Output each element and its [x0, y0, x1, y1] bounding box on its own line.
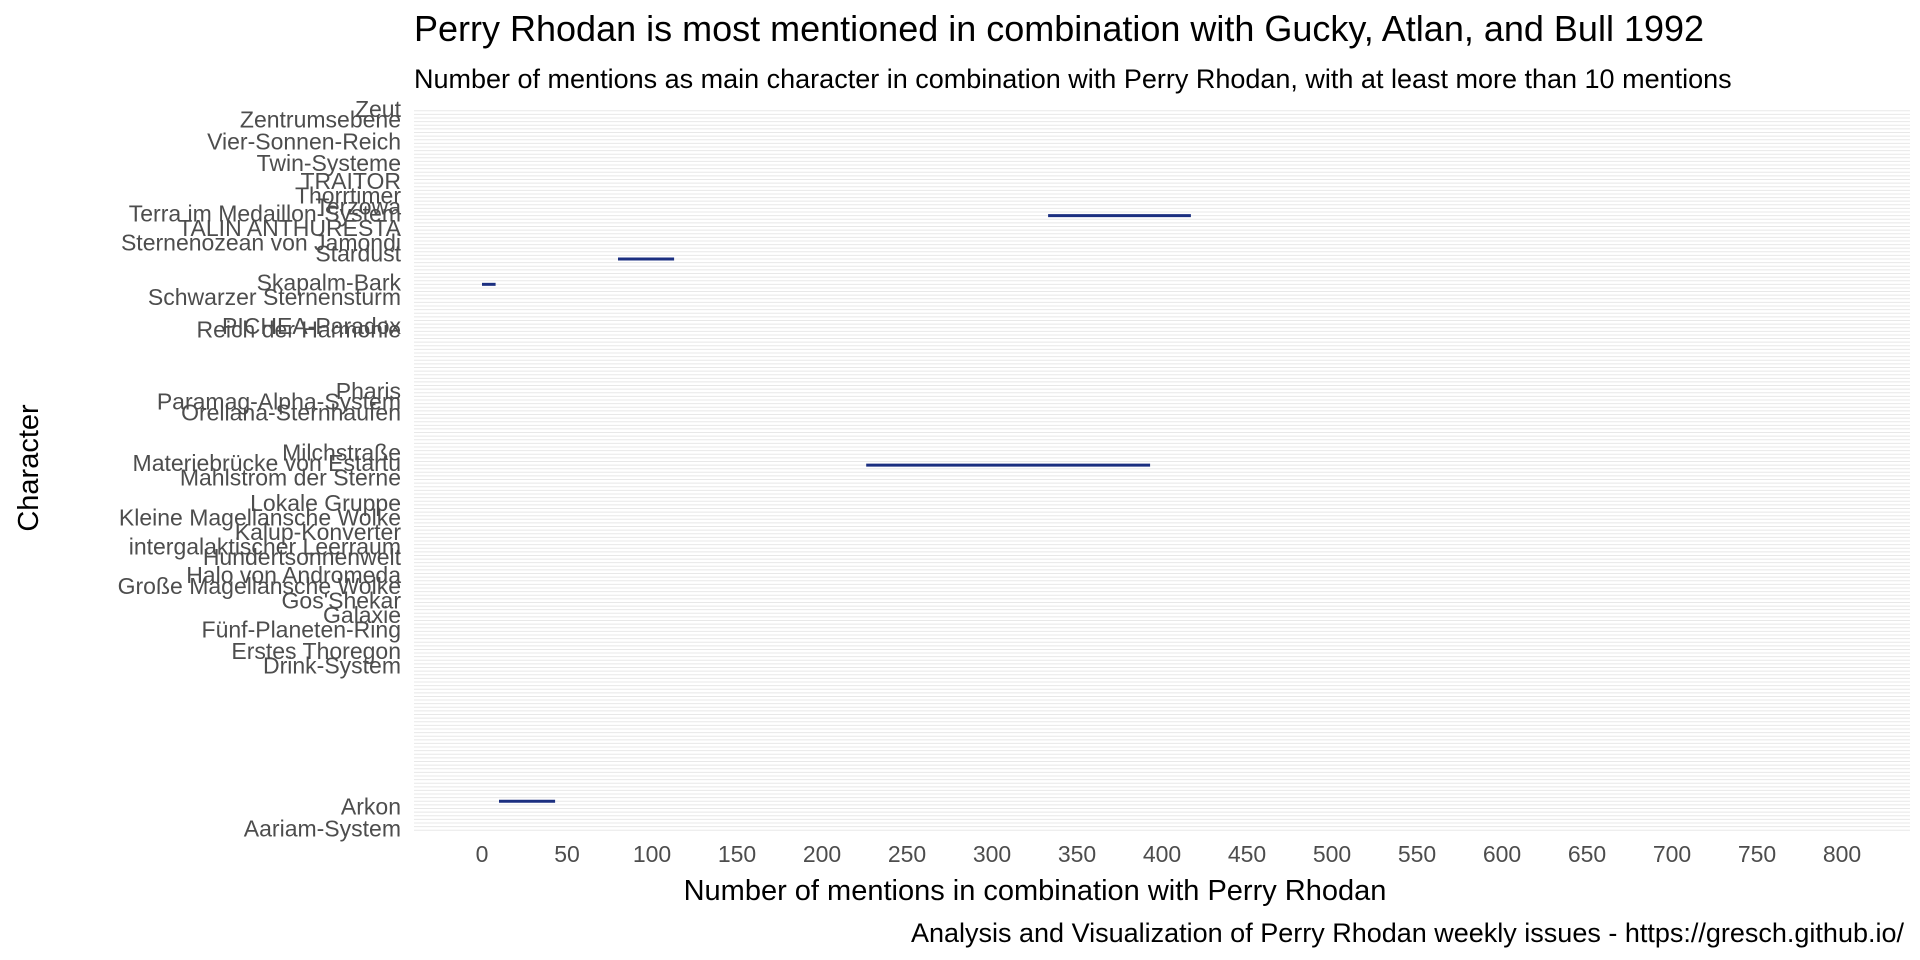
y-tick-label: Pharis [336, 378, 401, 404]
y-tick-label: Gos'Shekar [282, 588, 402, 614]
y-tick-label: Zeut [355, 96, 402, 122]
x-tick-label: 800 [1823, 841, 1861, 867]
y-tick-label: TRAITOR [300, 168, 401, 194]
chart-title: Perry Rhodan is most mentioned in combin… [414, 8, 1705, 49]
y-tick-label: Twin-Systeme [257, 150, 401, 176]
y-tick-label: Lokale Gruppe [250, 490, 401, 516]
x-tick-label: 600 [1483, 841, 1521, 867]
y-tick-label: Zentrumsebene [240, 107, 401, 133]
y-tick-label: Vier-Sonnen-Reich [207, 128, 401, 154]
y-tick-label: Erstes Thoregon [231, 638, 401, 664]
y-tick-label: Arkon [341, 794, 401, 820]
y-tick-label: Materiebrücke von Estartu [133, 450, 401, 476]
y-tick-label: Kleine Magellansche Wolke [119, 504, 401, 530]
x-tick-label: 450 [1228, 841, 1266, 867]
x-tick-label: 100 [633, 841, 671, 867]
bars [482, 214, 1191, 803]
y-tick-label: intergalaktischer Leerraum [129, 533, 401, 559]
y-tick-label: Fünf-Planeten-Ring [202, 616, 401, 642]
y-tick-label: Stardust [315, 240, 401, 266]
x-tick-label: 50 [554, 841, 580, 867]
chart-subtitle: Number of mentions as main character in … [414, 64, 1732, 94]
x-tick-label: 700 [1653, 841, 1691, 867]
y-tick-label: Terra im Medaillon-System [129, 201, 401, 227]
y-tick-label: Terzowa [315, 193, 401, 219]
gridlines [414, 110, 1910, 831]
x-tick-label: 500 [1313, 841, 1351, 867]
y-tick-label: Große Magellansche Wolke [118, 573, 401, 599]
x-tick-labels: 0 50 100 150 200 250 300 350 400 450 500 550 600 650 7… [476, 841, 1862, 867]
x-tick-label: 150 [718, 841, 756, 867]
y-tick-label: Skapalm-Bark [257, 269, 402, 295]
y-tick-label: Orellana-Sternhaufen [181, 400, 401, 426]
y-tick-label: Schwarzer Sternensturm [148, 284, 401, 310]
y-tick-label: Aariam-System [244, 815, 401, 841]
x-tick-label: 750 [1738, 841, 1776, 867]
y-tick-label: Paramag-Alpha-System [157, 389, 401, 415]
y-tick-label: Halo von Andromeda [186, 562, 401, 588]
y-axis-title: Character [13, 404, 45, 532]
x-tick-label: 350 [1058, 841, 1096, 867]
y-tick-label: Sternenozean von Jamondi [121, 230, 401, 256]
x-tick-label: 250 [888, 841, 926, 867]
x-tick-label: 400 [1143, 841, 1181, 867]
y-tick-label: PICHEA-Paradox [222, 313, 401, 339]
x-axis-title: Number of mentions in combination with P… [684, 875, 1387, 907]
y-tick-label: Kalup-Konverter [235, 519, 402, 545]
chart-caption: Analysis and Visualization of Perry Rhod… [910, 918, 1904, 948]
y-tick-label: Mahlstrom der Sterne [180, 465, 401, 491]
y-tick-label: Hundertsonnenwelt [203, 544, 402, 570]
x-tick-label: 300 [973, 841, 1011, 867]
y-tick-label: Reich der Harmonie [196, 316, 401, 342]
x-tick-label: 200 [803, 841, 841, 867]
y-tick-label: Galaxie [323, 602, 401, 628]
y-tick-label: TALIN ANTHURESTA [178, 215, 401, 241]
x-tick-label: 650 [1568, 841, 1606, 867]
y-tick-label: Milchstraße [282, 439, 401, 465]
y-tick-label: Drink-System [263, 653, 401, 679]
x-tick-label: 0 [476, 841, 489, 867]
x-tick-label: 550 [1398, 841, 1436, 867]
y-tick-label: Thorrtimer [295, 183, 401, 209]
